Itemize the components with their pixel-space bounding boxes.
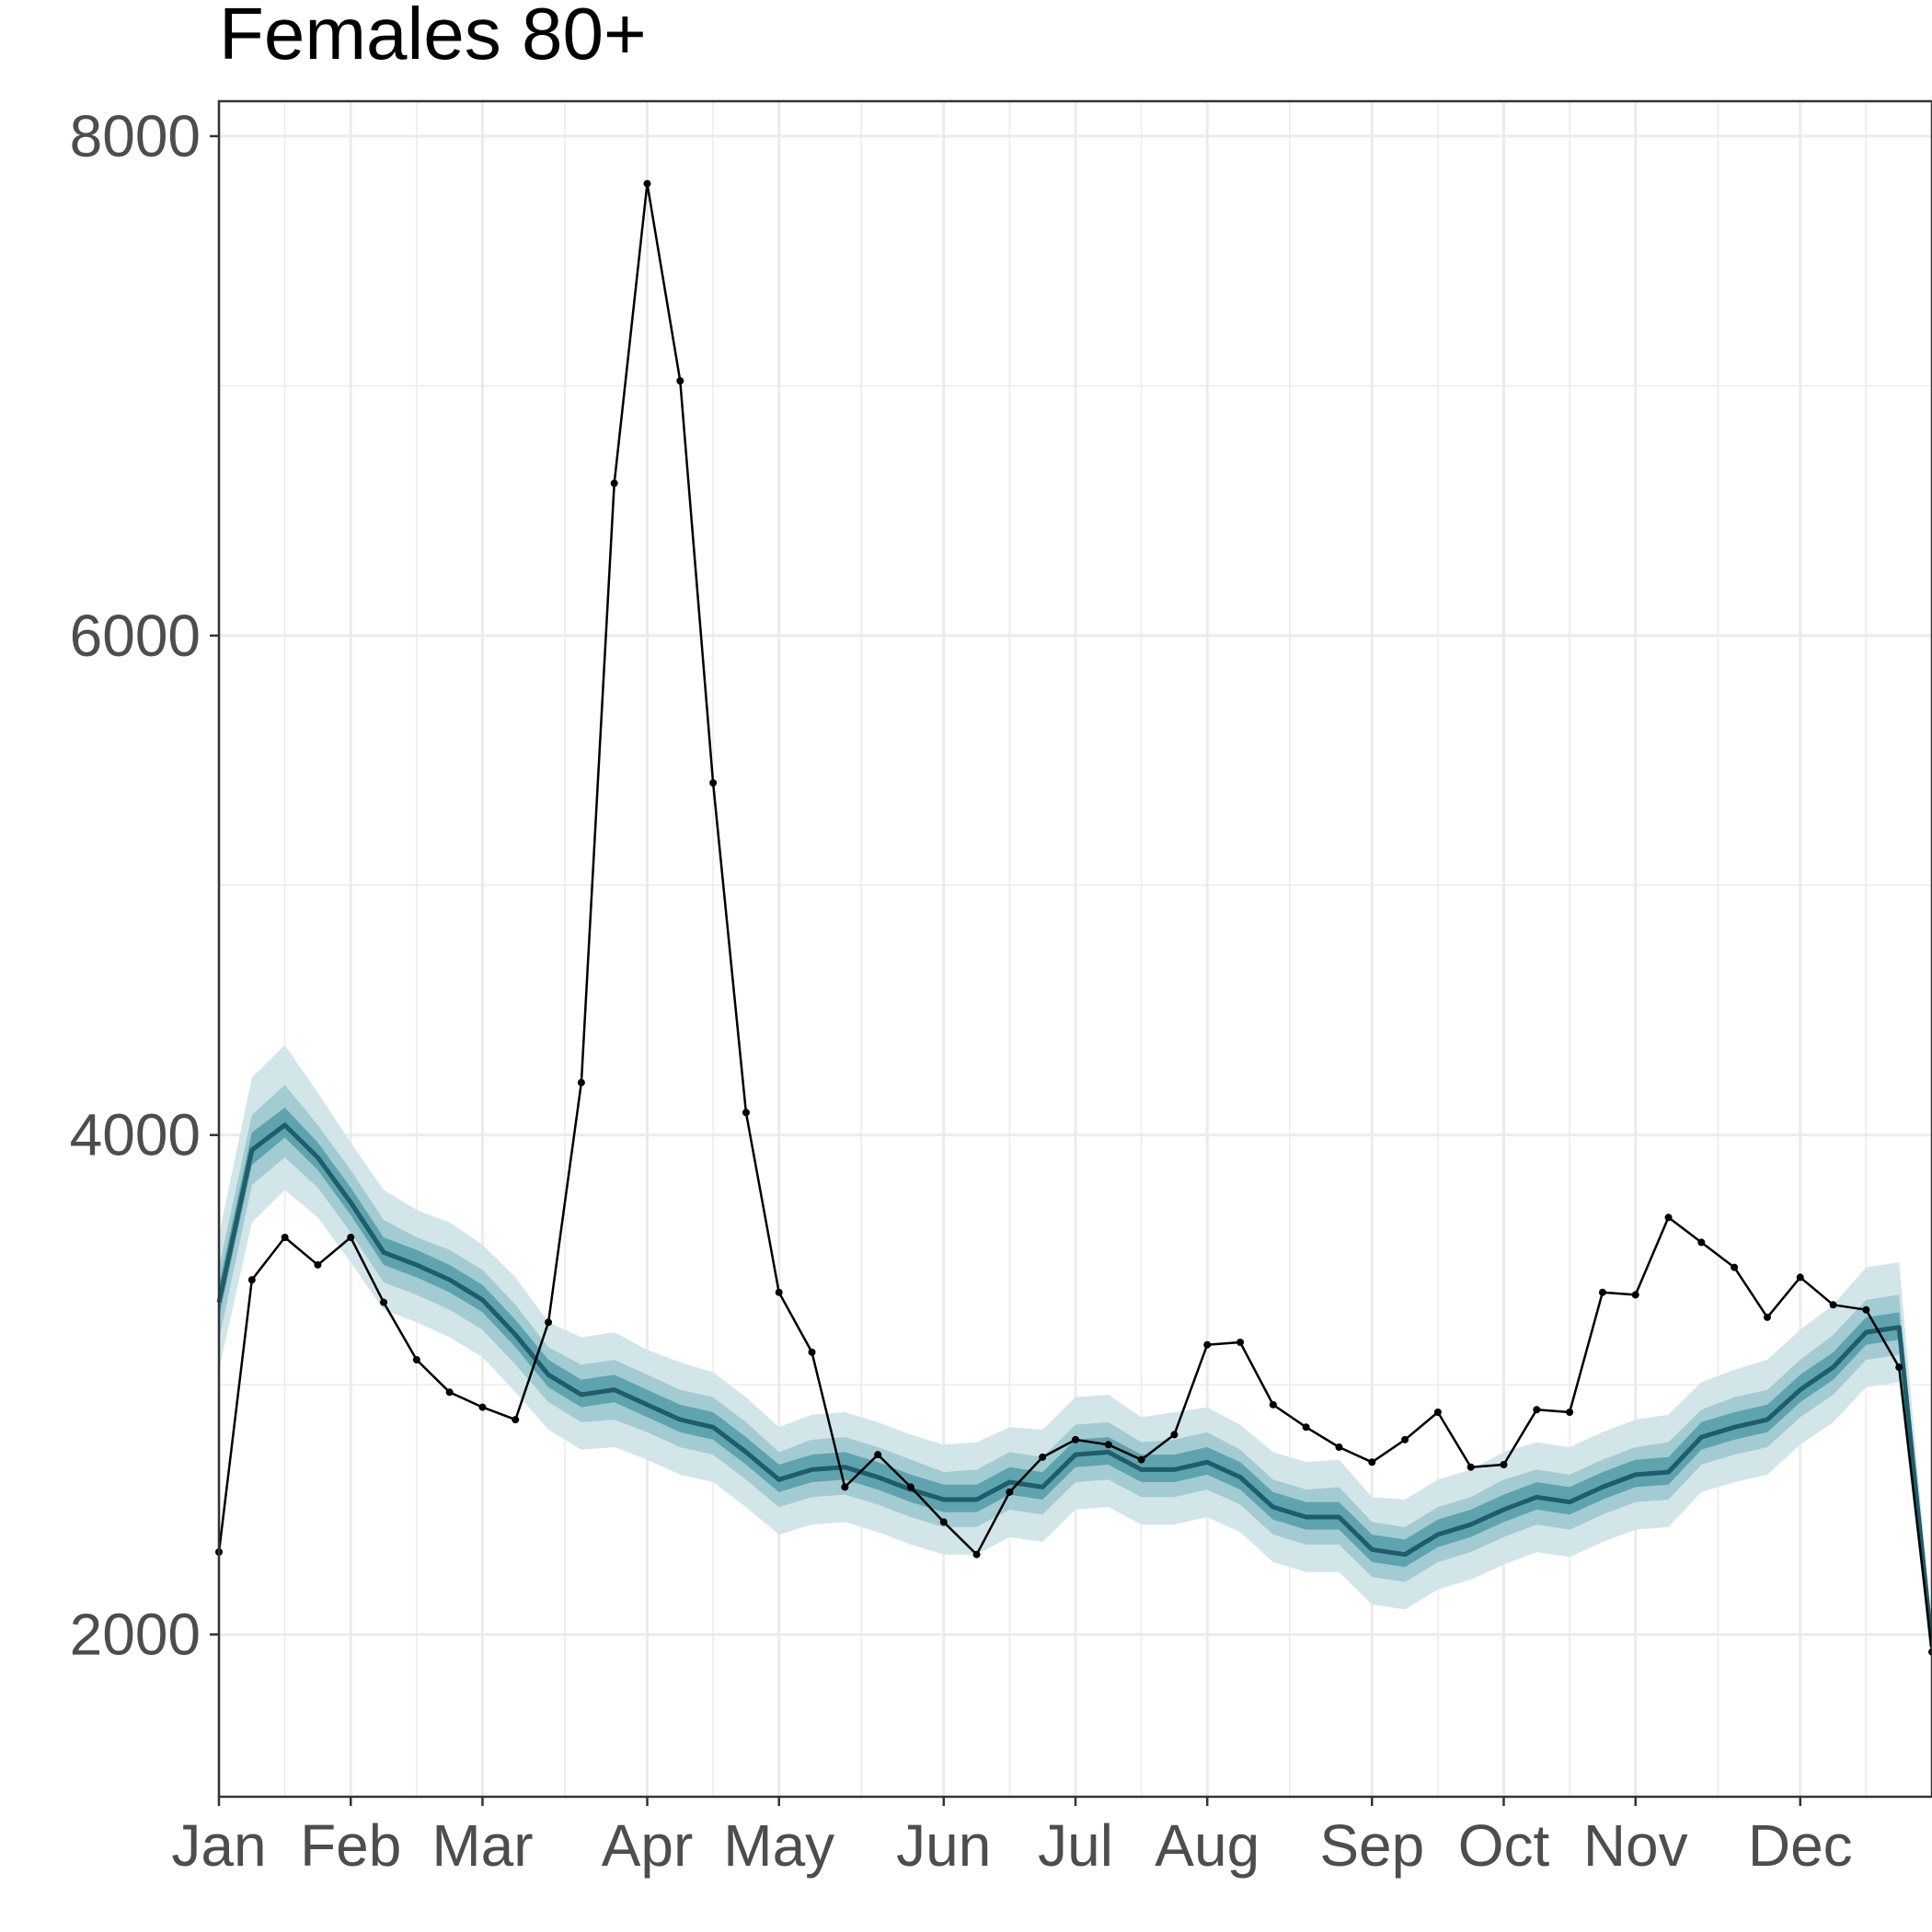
- y-tick-label-6000: 6000: [70, 603, 201, 669]
- observed-point-52: [1895, 1363, 1903, 1372]
- observed-point-5: [347, 1234, 355, 1241]
- median-line: [216, 1122, 1932, 1648]
- chart-title: Females 80+: [219, 0, 647, 75]
- y-tick-label-2000: 2000: [70, 1602, 201, 1668]
- observed-point-32: [1236, 1339, 1245, 1346]
- observed-point-47: [1731, 1263, 1739, 1271]
- x-tick-label-feb: Feb: [300, 1812, 401, 1879]
- observed-point-50: [1829, 1301, 1837, 1309]
- interval-band-inner: [219, 1107, 1932, 1650]
- observed-point-29: [1137, 1455, 1145, 1464]
- x-axis: Jan Feb Mar Apr May Jun Jul Aug Sep Oct Nov Dec: [171, 1797, 1853, 1879]
- observed-point-46: [1697, 1238, 1706, 1247]
- observed-point-24: [972, 1550, 981, 1558]
- observed-point-36: [1368, 1458, 1376, 1466]
- observed-point-3: [281, 1234, 289, 1241]
- observed-point-43: [1598, 1288, 1606, 1296]
- observed-point-45: [1664, 1213, 1673, 1222]
- median-line-group: [216, 1122, 1932, 1648]
- observed-point-15: [676, 377, 684, 385]
- observed-point-41: [1533, 1406, 1541, 1414]
- observed-point-37: [1401, 1435, 1409, 1443]
- observed-point-12: [577, 1078, 585, 1087]
- observed-point-8: [445, 1388, 454, 1397]
- y-axis: 2000 4000 6000 8000: [70, 103, 219, 1668]
- observed-point-19: [808, 1348, 816, 1356]
- observed-point-7: [412, 1356, 420, 1363]
- x-tick-label-mar: Mar: [431, 1812, 533, 1879]
- x-tick-label-aug: Aug: [1155, 1812, 1259, 1879]
- y-tick-label-8000: 8000: [70, 103, 201, 169]
- observed-point-20: [841, 1483, 849, 1491]
- observed-point-11: [545, 1318, 553, 1327]
- x-tick-label-oct: Oct: [1458, 1812, 1550, 1879]
- observed-point-28: [1104, 1441, 1112, 1449]
- x-tick-label-apr: Apr: [602, 1812, 694, 1879]
- observed-point-48: [1763, 1313, 1771, 1321]
- observed-point-35: [1335, 1443, 1343, 1451]
- observed-point-10: [512, 1416, 520, 1424]
- x-tick-label-jun: Jun: [896, 1812, 991, 1879]
- observed-point-9: [478, 1403, 487, 1411]
- observed-point-21: [874, 1451, 882, 1459]
- observed-point-4: [314, 1260, 322, 1269]
- observed-point-31: [1203, 1340, 1212, 1349]
- observed-point-23: [939, 1518, 948, 1526]
- x-tick-label-sep: Sep: [1319, 1812, 1424, 1879]
- observed-point-18: [775, 1288, 783, 1296]
- observed-point-30: [1170, 1431, 1179, 1439]
- observed-point-42: [1566, 1409, 1574, 1416]
- observed-series: [215, 179, 1932, 1656]
- observed-point-25: [1006, 1488, 1014, 1496]
- x-tick-label-jul: Jul: [1038, 1812, 1113, 1879]
- x-tick-label-jan: Jan: [171, 1812, 266, 1879]
- observed-point-38: [1433, 1409, 1442, 1416]
- observed-point-27: [1072, 1435, 1079, 1443]
- x-tick-label-nov: Nov: [1583, 1812, 1688, 1879]
- observed-point-33: [1269, 1400, 1277, 1409]
- observed-point-34: [1302, 1423, 1310, 1432]
- observed-point-49: [1796, 1273, 1804, 1282]
- x-tick-label-may: May: [723, 1812, 834, 1879]
- observed-point-39: [1466, 1463, 1475, 1471]
- observed-point-13: [610, 479, 618, 488]
- observed-point-44: [1631, 1291, 1639, 1299]
- observed-point-22: [906, 1483, 914, 1491]
- observed-point-6: [380, 1298, 388, 1306]
- observed-point-40: [1500, 1461, 1508, 1468]
- y-tick-label-4000: 4000: [70, 1102, 201, 1168]
- observed-point-16: [709, 779, 718, 787]
- observed-point-26: [1039, 1453, 1047, 1461]
- observed-point-51: [1862, 1305, 1870, 1314]
- x-tick-label-dec: Dec: [1748, 1812, 1853, 1879]
- observed-point-2: [247, 1276, 256, 1284]
- observed-point-17: [742, 1109, 750, 1117]
- observed-point-14: [643, 179, 651, 188]
